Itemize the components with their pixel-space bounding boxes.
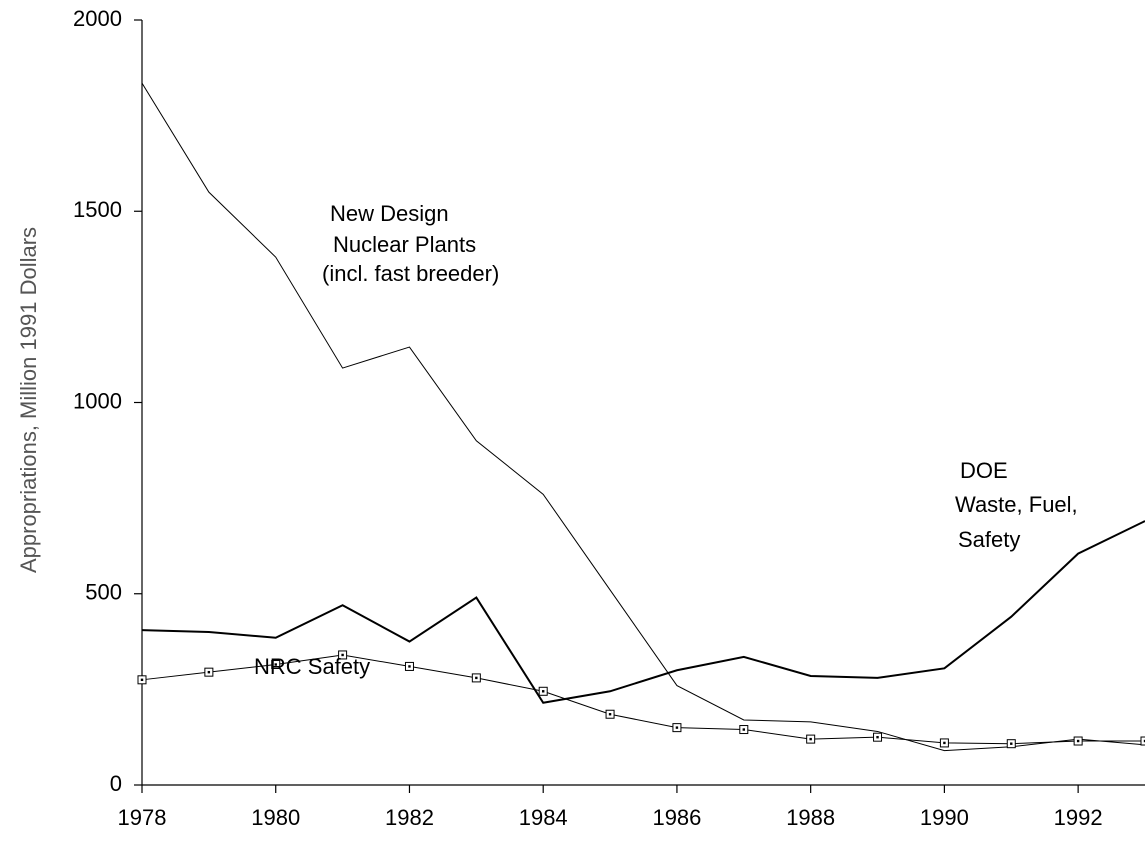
y-tick-label: 0	[110, 771, 122, 796]
annotation: Safety	[958, 527, 1020, 552]
point-marker-dot	[140, 678, 144, 682]
point-marker-dot	[341, 653, 344, 657]
point-marker-dot	[475, 676, 478, 680]
point-marker-dot	[274, 663, 277, 666]
point-marker-dot	[742, 728, 745, 731]
point-marker-dot	[1143, 739, 1145, 743]
annotation: Nuclear Plants	[333, 232, 476, 257]
y-tick-label: 1500	[73, 197, 122, 222]
point-marker-dot	[809, 737, 812, 741]
point-marker-dot	[675, 726, 679, 729]
annotation: DOE	[960, 458, 1008, 483]
x-tick-label: 1978	[118, 805, 167, 830]
y-tick-label: 2000	[73, 6, 122, 31]
x-tick-label: 1988	[786, 805, 835, 830]
point-marker-dot	[408, 665, 411, 668]
y-tick-label: 500	[85, 580, 122, 605]
x-tick-label: 1982	[385, 805, 434, 830]
point-marker-dot	[943, 741, 946, 745]
annotation: NRC Safety	[254, 654, 370, 679]
series-line	[141, 82, 1145, 752]
y-axis-label: Appropriations, Million 1991 Dollars	[16, 227, 41, 573]
point-marker	[1140, 736, 1145, 746]
x-tick-label: 1992	[1054, 805, 1103, 830]
annotation: (incl. fast breeder)	[322, 261, 499, 286]
point-marker-dot	[207, 670, 211, 674]
x-tick-label: 1980	[251, 805, 300, 830]
x-tick-label: 1984	[519, 805, 568, 830]
point-marker-dot	[1076, 739, 1080, 743]
annotation: Waste, Fuel,	[955, 492, 1078, 517]
annotation: New Design	[330, 201, 449, 226]
y-tick-label: 1000	[73, 388, 122, 413]
point-marker-dot	[876, 735, 879, 739]
series-line	[141, 520, 1145, 704]
point-marker-dot	[608, 713, 612, 716]
series-line	[141, 654, 1145, 745]
point-marker-dot	[1010, 742, 1013, 745]
point-marker-dot	[542, 690, 545, 693]
x-tick-label: 1990	[920, 805, 969, 830]
x-tick-label: 1986	[652, 805, 701, 830]
